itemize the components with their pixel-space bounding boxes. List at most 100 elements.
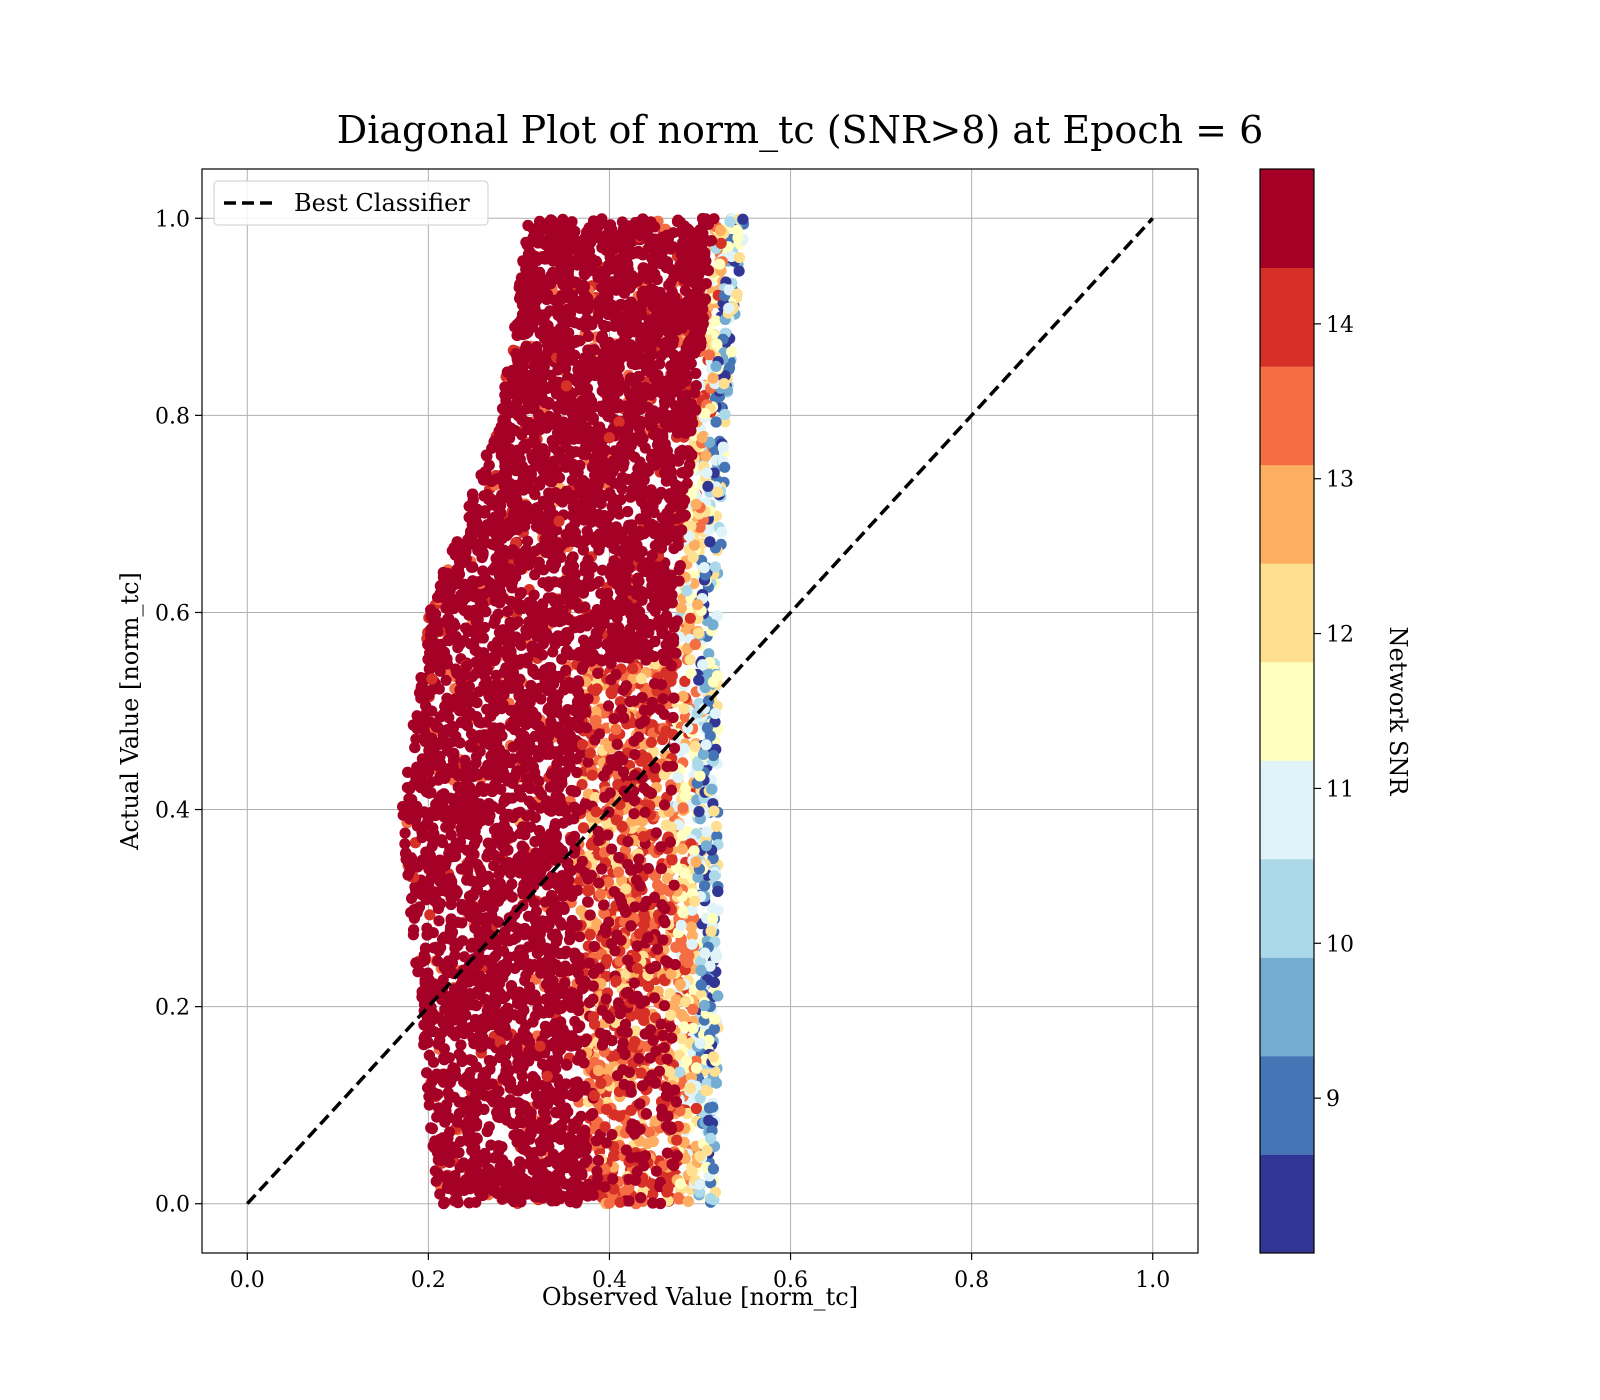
scatter-point bbox=[619, 844, 632, 857]
scatter-point bbox=[650, 827, 662, 839]
scatter-point bbox=[594, 888, 607, 900]
scatter-point bbox=[710, 360, 722, 372]
scatter-point bbox=[699, 947, 711, 959]
scatter-point bbox=[593, 1064, 605, 1077]
scatter-point bbox=[710, 820, 723, 833]
scatter-point bbox=[707, 372, 719, 384]
scatter-point bbox=[675, 1033, 688, 1045]
scatter-point bbox=[696, 432, 708, 444]
scatter-point bbox=[712, 486, 724, 498]
scatter-point bbox=[719, 461, 731, 473]
scatter-point bbox=[672, 771, 684, 784]
scatter-point bbox=[678, 703, 690, 715]
scatter-point bbox=[661, 1147, 674, 1159]
scatter-point bbox=[708, 976, 720, 989]
scatter-point bbox=[682, 1195, 694, 1207]
scatter-point bbox=[733, 265, 745, 277]
scatter-point bbox=[658, 1000, 671, 1012]
scatter-point bbox=[612, 866, 625, 878]
scatter-point bbox=[582, 896, 594, 908]
scatter-point bbox=[703, 1102, 716, 1114]
scatter-point bbox=[677, 906, 689, 919]
scatter-point bbox=[719, 408, 731, 421]
scatter-point bbox=[690, 1102, 703, 1115]
scatter-point bbox=[665, 784, 678, 796]
scatter-point bbox=[684, 612, 696, 624]
scatter-point bbox=[717, 441, 729, 453]
scatter-point bbox=[708, 870, 721, 882]
scatter-point bbox=[707, 1163, 720, 1175]
scatter-point bbox=[664, 1066, 676, 1078]
scatter-point bbox=[709, 707, 722, 720]
scatter-point bbox=[693, 627, 705, 639]
scatter-point bbox=[686, 1165, 698, 1177]
scatter-point bbox=[723, 302, 735, 314]
scatter-point bbox=[684, 654, 696, 666]
scatter-point bbox=[697, 659, 709, 671]
scatter-point bbox=[690, 856, 702, 868]
scatter-point bbox=[642, 981, 655, 993]
scatter-point bbox=[694, 770, 706, 782]
scatter-point bbox=[705, 1132, 717, 1144]
scatter-point bbox=[603, 1197, 615, 1209]
scatter-point bbox=[704, 536, 716, 548]
scatter-point bbox=[708, 805, 720, 817]
scatter-point bbox=[610, 723, 622, 736]
scatter-point bbox=[602, 876, 615, 888]
scatter-point bbox=[668, 879, 680, 891]
scatter-point bbox=[689, 638, 701, 651]
scatter-point bbox=[692, 760, 704, 772]
scatter-point bbox=[678, 743, 690, 755]
scatter-point bbox=[684, 1082, 697, 1094]
scatter-point bbox=[698, 999, 711, 1012]
scatter-point bbox=[635, 673, 648, 685]
scatter-point bbox=[676, 843, 688, 855]
scatter-point bbox=[675, 1009, 688, 1021]
scatter-point bbox=[711, 338, 723, 350]
scatter-point bbox=[682, 956, 694, 969]
scatter-point bbox=[687, 1022, 699, 1034]
scatter-point bbox=[737, 213, 749, 225]
scatter-point bbox=[695, 979, 707, 991]
scatter-point bbox=[706, 783, 718, 795]
scatter-point bbox=[628, 808, 640, 820]
scatter-point bbox=[701, 1144, 713, 1157]
scatter-point bbox=[710, 951, 722, 964]
scatter-point bbox=[608, 1150, 620, 1162]
scatter-point bbox=[681, 585, 693, 597]
scatter-point bbox=[710, 1077, 723, 1089]
scatter-point bbox=[718, 378, 730, 390]
scatter-point bbox=[704, 1192, 717, 1205]
scatter-point bbox=[586, 769, 598, 781]
scatter-point bbox=[687, 1003, 699, 1016]
scatter-point bbox=[694, 1179, 706, 1191]
scatter-point bbox=[707, 912, 719, 925]
scatter-point bbox=[710, 416, 722, 428]
scatter-point bbox=[731, 288, 743, 300]
scatter-point bbox=[690, 498, 702, 510]
scatter-point bbox=[577, 822, 590, 834]
scatter-point bbox=[700, 840, 712, 852]
scatter-point bbox=[712, 885, 724, 898]
scatter-point bbox=[699, 880, 711, 892]
scatter-point bbox=[733, 252, 746, 264]
scatter-point bbox=[689, 740, 701, 753]
scatter-point bbox=[701, 467, 713, 479]
scatter-point bbox=[716, 526, 728, 538]
scatter-point bbox=[686, 938, 698, 950]
scatter-point bbox=[693, 674, 705, 686]
scatter-point bbox=[702, 480, 714, 492]
scatter-point bbox=[724, 216, 736, 228]
scatter-point bbox=[712, 990, 724, 1002]
scatter-point bbox=[725, 346, 738, 358]
scatter-point bbox=[707, 1051, 720, 1063]
scatter-point bbox=[701, 722, 714, 734]
scatter-point bbox=[690, 1062, 703, 1074]
scatter-point bbox=[608, 713, 620, 725]
scatter-point bbox=[705, 925, 717, 937]
scatter-point bbox=[703, 349, 716, 361]
scatter-point bbox=[595, 1077, 607, 1089]
scatter-point bbox=[707, 749, 720, 762]
scatter-point bbox=[679, 675, 691, 688]
scatter-point bbox=[709, 561, 722, 573]
